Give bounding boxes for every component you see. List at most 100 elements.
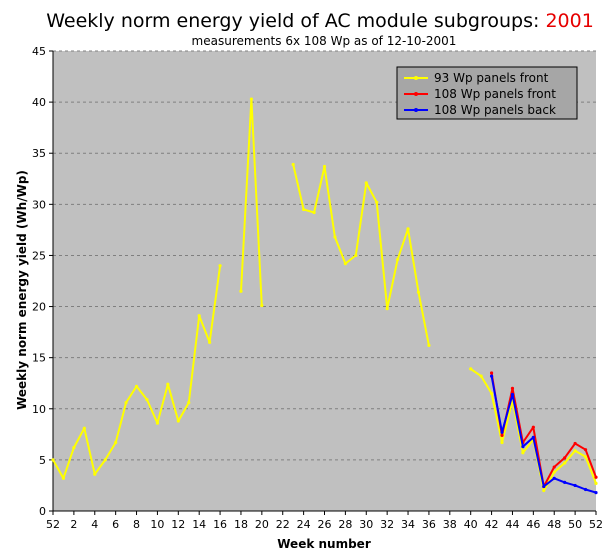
data-point xyxy=(103,458,107,462)
data-point xyxy=(406,227,410,231)
x-tick-label: 44 xyxy=(505,518,519,531)
grid-lines xyxy=(49,50,596,512)
data-point xyxy=(594,475,598,479)
data-point xyxy=(114,440,118,445)
x-tick-label: 12 xyxy=(171,518,185,531)
series-line xyxy=(292,164,430,346)
legend-label: 93 Wp panels front xyxy=(434,71,549,85)
x-tick-label: 30 xyxy=(359,518,373,531)
data-point xyxy=(500,440,504,445)
chart-title-main: Weekly norm energy yield of AC module su… xyxy=(46,10,545,32)
data-point xyxy=(521,451,525,455)
data-point xyxy=(563,480,567,484)
x-tick-label: 34 xyxy=(401,518,415,531)
data-point xyxy=(166,382,170,386)
data-point xyxy=(51,458,55,462)
data-point xyxy=(333,235,337,239)
x-tick-label: 52 xyxy=(589,518,603,531)
data-point xyxy=(552,470,556,474)
x-tick-label: 2 xyxy=(70,518,77,531)
legend-label: 108 Wp panels back xyxy=(434,103,556,117)
data-point xyxy=(521,445,525,449)
y-tick-label: 10 xyxy=(32,403,46,416)
data-point xyxy=(249,97,254,101)
x-tick-label: 48 xyxy=(547,518,561,531)
data-point xyxy=(187,401,191,405)
data-point xyxy=(563,461,567,465)
x-tick-label: 20 xyxy=(255,518,269,531)
x-tick-labels: 52 2 4 6 8 10 12 14 16 18 20 22 24 26 28 30 32 34 36 38 40 42… xyxy=(46,518,603,531)
data-point xyxy=(322,164,327,169)
y-tick-label: 15 xyxy=(32,352,46,365)
data-point xyxy=(176,419,180,423)
data-point xyxy=(260,303,264,308)
x-tick-label: 40 xyxy=(464,518,478,531)
data-point xyxy=(155,421,160,425)
x-tick-label: 52 xyxy=(46,518,60,531)
data-point xyxy=(312,210,316,215)
y-tick-label: 20 xyxy=(32,301,46,314)
data-point xyxy=(542,484,546,489)
x-tick-label: 38 xyxy=(443,518,457,531)
data-point xyxy=(510,392,515,397)
data-point xyxy=(583,487,588,492)
data-point xyxy=(563,456,567,460)
data-point xyxy=(531,425,535,429)
x-tick-label: 32 xyxy=(380,518,394,531)
x-tick-label: 22 xyxy=(276,518,290,531)
data-point xyxy=(583,455,588,459)
y-tick-label: 25 xyxy=(32,249,46,262)
x-tick-label: 50 xyxy=(568,518,582,531)
x-tick-label: 4 xyxy=(91,518,98,531)
legend-label: 108 Wp panels front xyxy=(434,87,556,101)
data-point xyxy=(552,476,556,480)
data-point xyxy=(573,483,577,488)
data-point xyxy=(375,200,379,204)
legend-swatch-marker xyxy=(414,76,418,80)
x-tick-label: 26 xyxy=(318,518,332,531)
data-point xyxy=(489,374,494,378)
data-point xyxy=(531,435,535,439)
data-point xyxy=(427,343,431,347)
data-point xyxy=(573,449,577,453)
x-tick-label: 36 xyxy=(422,518,436,531)
x-tick-label: 8 xyxy=(133,518,140,531)
axes xyxy=(52,51,597,515)
data-point xyxy=(573,441,577,446)
x-tick-label: 18 xyxy=(234,518,248,531)
data-point xyxy=(208,340,212,344)
data-point xyxy=(72,446,76,450)
x-tick-label: 24 xyxy=(297,518,311,531)
data-point xyxy=(469,367,473,371)
legend: 93 Wp panels front 108 Wp panels front 108… xyxy=(396,66,578,120)
y-tick-label: 35 xyxy=(32,147,46,160)
y-tick-label: 30 xyxy=(32,198,46,211)
x-tick-label: 6 xyxy=(112,518,119,531)
data-point xyxy=(197,314,201,318)
x-tick-label: 14 xyxy=(192,518,206,531)
y-tick-labels: 0 5 10 15 20 25 30 35 40 45 xyxy=(32,45,46,518)
data-point xyxy=(583,448,588,452)
x-tick-label: 16 xyxy=(213,518,227,531)
data-point xyxy=(291,162,295,167)
series-3 xyxy=(489,374,598,495)
data-point xyxy=(416,290,421,294)
x-tick-label: 28 xyxy=(338,518,352,531)
legend-swatch-marker xyxy=(414,108,418,112)
data-point xyxy=(302,207,306,212)
data-point xyxy=(594,481,598,485)
data-point xyxy=(354,253,358,258)
data-point xyxy=(218,264,222,268)
y-tick-label: 0 xyxy=(39,505,46,518)
data-point xyxy=(385,307,389,311)
data-point xyxy=(343,262,347,266)
legend-swatch-marker xyxy=(414,92,418,96)
data-point xyxy=(542,488,546,493)
y-tick-label: 45 xyxy=(32,45,46,58)
data-point xyxy=(395,257,400,262)
chart-title-year: 2001 xyxy=(545,10,593,32)
legend-items: 93 Wp panels front 108 Wp panels front 108… xyxy=(404,71,556,117)
x-axis-label: Week number xyxy=(277,537,371,551)
